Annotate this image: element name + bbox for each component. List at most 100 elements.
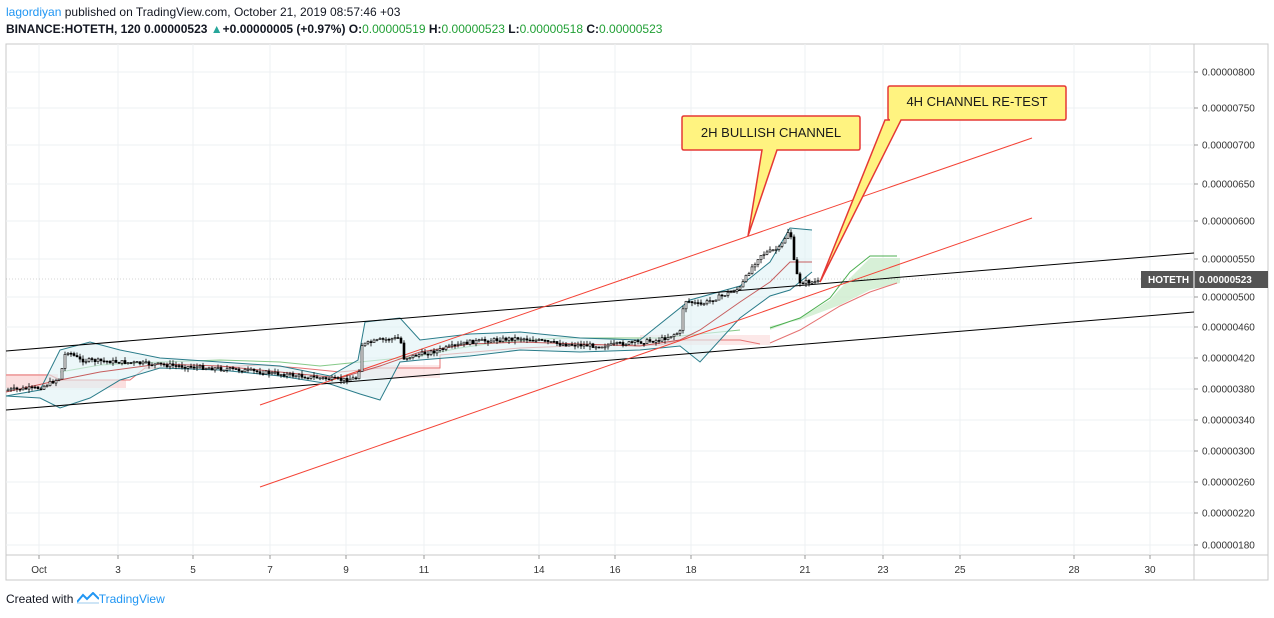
author-link[interactable]: lagordiyan bbox=[6, 5, 62, 19]
candle bbox=[564, 342, 568, 347]
candle bbox=[672, 333, 676, 341]
candle bbox=[393, 335, 397, 341]
candle bbox=[696, 299, 700, 307]
candle bbox=[288, 371, 292, 378]
candle bbox=[600, 346, 604, 349]
candle bbox=[237, 367, 241, 374]
candle bbox=[735, 286, 739, 294]
candle bbox=[78, 353, 82, 363]
candle bbox=[411, 354, 415, 360]
y-tick-label: 0.00000260 bbox=[1202, 478, 1255, 489]
close-value: 0.00000523 bbox=[599, 22, 663, 36]
x-tick-label: 11 bbox=[419, 565, 430, 576]
candle bbox=[627, 341, 631, 346]
candle bbox=[480, 337, 484, 341]
candle bbox=[162, 362, 166, 367]
candle bbox=[63, 351, 67, 372]
candle bbox=[426, 350, 430, 359]
callout-channel-retest[interactable]: 4H CHANNEL RE-TEST bbox=[819, 85, 1067, 283]
candle bbox=[204, 367, 208, 371]
candle bbox=[294, 374, 298, 378]
candle bbox=[48, 377, 52, 387]
candle bbox=[408, 357, 412, 360]
candle bbox=[588, 341, 592, 351]
candle bbox=[795, 256, 799, 275]
last-price: 0.00000523 bbox=[144, 22, 208, 36]
candle bbox=[282, 372, 286, 378]
candle bbox=[723, 295, 727, 297]
y-tick-label: 0.00000220 bbox=[1202, 509, 1255, 520]
candle bbox=[96, 357, 100, 365]
candle bbox=[249, 367, 253, 371]
published-text: published on TradingView.com, October 21… bbox=[64, 5, 401, 19]
created-with-label: Created with bbox=[6, 592, 74, 606]
candle bbox=[546, 340, 550, 345]
price-axis: 0.00000800 0.00000750 0.00000700 0.00000650… bbox=[1194, 68, 1255, 552]
x-tick-label: 3 bbox=[115, 565, 121, 576]
candle bbox=[675, 332, 679, 336]
candle bbox=[474, 338, 478, 347]
candle bbox=[318, 377, 322, 381]
candle bbox=[222, 369, 226, 372]
candle bbox=[654, 338, 658, 346]
candle bbox=[651, 340, 655, 344]
candle bbox=[129, 362, 133, 365]
candle bbox=[354, 376, 358, 380]
candle bbox=[708, 296, 712, 304]
open-label: O: bbox=[348, 22, 363, 36]
candle bbox=[297, 372, 301, 380]
candle bbox=[138, 361, 142, 366]
candle bbox=[207, 366, 211, 370]
candle bbox=[555, 341, 559, 347]
candle bbox=[606, 342, 610, 350]
candle bbox=[39, 387, 43, 391]
candle bbox=[366, 340, 370, 346]
x-tick-label: 7 bbox=[267, 565, 273, 576]
candle bbox=[693, 299, 697, 305]
candle bbox=[123, 357, 127, 365]
candle bbox=[690, 300, 694, 307]
candle bbox=[75, 352, 79, 358]
candle bbox=[87, 357, 91, 363]
symbol-label: BINANCE:HOTETH, 120 bbox=[6, 22, 141, 36]
candle bbox=[255, 369, 259, 375]
candle bbox=[81, 355, 85, 366]
candle bbox=[234, 368, 238, 370]
candle bbox=[264, 370, 268, 375]
candle bbox=[486, 339, 490, 346]
candle bbox=[537, 338, 541, 342]
close-label: C: bbox=[586, 22, 600, 36]
candle bbox=[186, 365, 190, 373]
candle bbox=[177, 363, 181, 369]
callout-bullish-channel[interactable]: 2H BULLISH CHANNEL bbox=[681, 115, 861, 237]
candle bbox=[591, 342, 595, 348]
tradingview-brand-link[interactable]: TradingView bbox=[98, 592, 165, 606]
candle bbox=[756, 259, 760, 268]
candle bbox=[714, 299, 718, 302]
candle bbox=[153, 363, 157, 369]
candle bbox=[381, 337, 385, 343]
candle bbox=[729, 290, 733, 294]
candle bbox=[84, 358, 88, 365]
candle bbox=[399, 336, 403, 344]
candle bbox=[765, 249, 769, 256]
candlesticks bbox=[6, 228, 820, 393]
candle bbox=[261, 370, 265, 376]
candle bbox=[42, 384, 46, 391]
publish-line: lagordiyan published on TradingView.com,… bbox=[6, 4, 1266, 21]
candle bbox=[663, 335, 667, 344]
candle bbox=[66, 351, 70, 357]
candle bbox=[462, 341, 466, 347]
chart-header: lagordiyan published on TradingView.com,… bbox=[6, 4, 1266, 38]
candle bbox=[597, 346, 601, 349]
candle bbox=[540, 338, 544, 341]
candle bbox=[573, 342, 577, 350]
candle bbox=[435, 348, 439, 357]
price-tag-value: 0.00000523 bbox=[1199, 275, 1252, 286]
candle bbox=[396, 334, 400, 339]
candle bbox=[192, 363, 196, 370]
candle bbox=[813, 278, 817, 285]
candle bbox=[345, 374, 349, 385]
lower-black-trendline bbox=[5, 311, 1195, 411]
